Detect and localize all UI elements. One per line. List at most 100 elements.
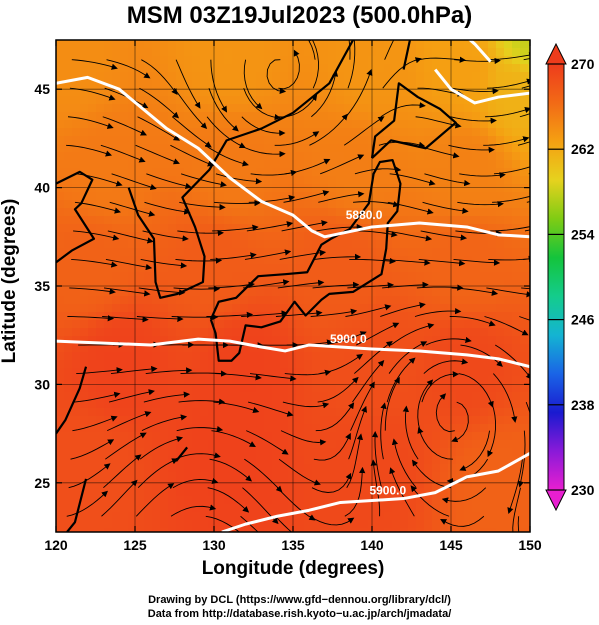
heat-cell [80, 152, 89, 161]
heat-cell [304, 200, 313, 209]
heat-cell [80, 40, 89, 49]
heat-cell [128, 472, 137, 481]
heat-cell [144, 72, 153, 81]
heat-cell [72, 376, 81, 385]
heat-cell [240, 104, 249, 113]
heat-cell [392, 336, 401, 345]
heat-cell [472, 112, 481, 121]
heat-cell [328, 512, 337, 521]
heat-cell [80, 328, 89, 337]
heat-cell [216, 288, 225, 297]
heat-cell [312, 232, 321, 241]
heat-cell [384, 512, 393, 521]
heat-cell [440, 400, 449, 409]
heat-cell [56, 216, 65, 225]
heat-cell [344, 416, 353, 425]
streamline [378, 141, 426, 148]
heat-cell [152, 232, 161, 241]
heat-cell [112, 264, 121, 273]
heat-cell [248, 520, 257, 529]
heat-cell [520, 328, 529, 337]
heat-cell [160, 336, 169, 345]
heat-cell [184, 416, 193, 425]
heat-cell [288, 216, 297, 225]
heat-cell [96, 216, 105, 225]
heat-cell [88, 304, 97, 313]
heat-cell [512, 392, 521, 401]
heat-cell [432, 400, 441, 409]
heat-cell [344, 408, 353, 417]
heat-cell [456, 424, 465, 433]
heat-cell [152, 48, 161, 57]
heat-cell [272, 80, 281, 89]
heat-cell [344, 160, 353, 169]
heat-cell [192, 248, 201, 257]
heat-cell [376, 384, 385, 393]
heat-cell [456, 120, 465, 129]
heat-cell [400, 488, 409, 497]
heat-cell [416, 232, 425, 241]
heat-cell [176, 112, 185, 121]
heat-cell [304, 48, 313, 57]
heat-cell [496, 432, 505, 441]
streamline [413, 144, 460, 159]
heat-cell [192, 312, 201, 321]
heat-cell [328, 256, 337, 265]
heat-cell [440, 312, 449, 321]
heat-cell [480, 112, 489, 121]
heat-cell [432, 144, 441, 153]
heat-cell [360, 144, 369, 153]
heat-cell [280, 432, 289, 441]
heat-cell [144, 280, 153, 289]
streamline [309, 40, 319, 89]
heat-cell [248, 496, 257, 505]
heat-cell [336, 112, 345, 121]
heat-cell [112, 240, 121, 249]
heat-cell [224, 208, 233, 217]
heat-cell [448, 528, 457, 532]
heat-cell [216, 112, 225, 121]
heat-cell [448, 64, 457, 73]
heat-cell [152, 352, 161, 361]
heat-cell [480, 56, 489, 65]
heat-cell [168, 240, 177, 249]
heat-cell [320, 368, 329, 377]
heat-cell [160, 56, 169, 65]
heat-cell [384, 336, 393, 345]
heat-cell [272, 432, 281, 441]
heat-cell [168, 504, 177, 513]
heat-cell [352, 360, 361, 369]
heat-cell [496, 184, 505, 193]
heat-cell [152, 80, 161, 89]
heat-cell [456, 440, 465, 449]
heat-cell [88, 384, 97, 393]
heat-cell [136, 112, 145, 121]
heat-cell [424, 104, 433, 113]
heat-cell [224, 256, 233, 265]
heat-cell [336, 184, 345, 193]
heat-cell [448, 384, 457, 393]
heat-cell [176, 184, 185, 193]
heat-cell [88, 296, 97, 305]
heat-cell [240, 344, 249, 353]
heat-cell [416, 216, 425, 225]
heat-cell [56, 192, 65, 201]
heat-cell [424, 336, 433, 345]
heat-cell [80, 376, 89, 385]
heat-cell [104, 488, 113, 497]
heat-cell [360, 256, 369, 265]
heat-cell [280, 480, 289, 489]
heat-cell [432, 344, 441, 353]
heat-cell [256, 72, 265, 81]
heat-cell [512, 520, 521, 529]
heat-cell [320, 360, 329, 369]
heat-cell [512, 200, 521, 209]
heat-cell [352, 136, 361, 145]
heat-cell [136, 176, 145, 185]
heat-cell [152, 144, 161, 153]
heat-cell [280, 256, 289, 265]
heat-cell [336, 56, 345, 65]
heat-cell [400, 384, 409, 393]
streamline [418, 258, 466, 267]
heat-cell [440, 232, 449, 241]
